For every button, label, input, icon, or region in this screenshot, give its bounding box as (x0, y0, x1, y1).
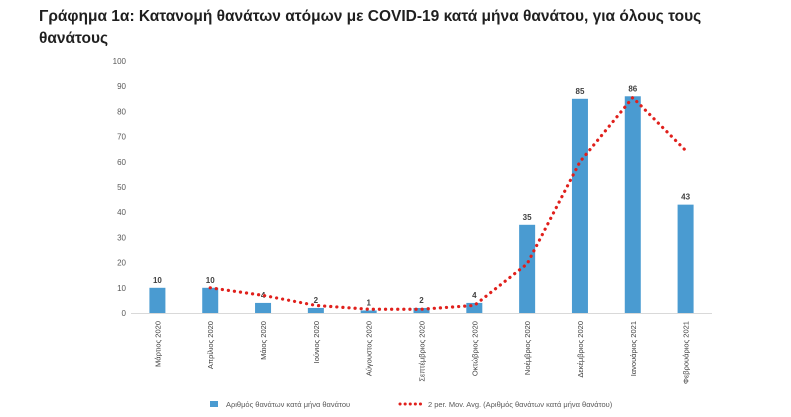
bar (307, 307, 324, 313)
data-label: 2 (314, 296, 319, 305)
x-tick-label: Σεπτέμβριος 2020 (418, 321, 427, 382)
data-label: 43 (681, 193, 690, 202)
y-tick-label: 40 (117, 208, 126, 217)
x-axis: Μάρτιος 2020 Απρίλιος 2020 Μάιος 2020 Ιούνι… (153, 321, 690, 384)
y-axis: 0 10 20 30 40 50 60 70 80 90 100 (113, 57, 127, 318)
y-tick-label: 10 (117, 284, 126, 293)
moving-average-line (208, 95, 688, 311)
y-tick-label: 30 (117, 233, 126, 242)
bar (571, 98, 588, 313)
y-tick-label: 50 (117, 183, 126, 192)
x-tick-label: Οκτώβριος 2020 (470, 321, 479, 376)
y-tick-label: 0 (122, 309, 127, 318)
data-label: 10 (153, 276, 162, 285)
legend-bar-swatch (210, 401, 218, 407)
legend: Αριθμός θανάτων κατά μήνα θανάτου 2 per.… (210, 400, 613, 409)
data-label: 4 (472, 291, 477, 300)
y-tick-label: 80 (117, 107, 126, 116)
data-label: 2 (419, 296, 424, 305)
x-tick-label: Αύγουστος 2020 (365, 321, 374, 376)
x-tick-label: Απρίλιος 2020 (206, 321, 215, 369)
x-tick-label: Δεκέμβριος 2020 (576, 321, 585, 378)
x-tick-label: Ιούνιος 2020 (312, 321, 321, 363)
bar-series (149, 96, 694, 313)
bar (624, 96, 641, 313)
bar (202, 287, 219, 313)
bar (149, 287, 166, 313)
legend-line-label: 2 per. Mov. Avg. (Αριθμός θανάτων κατά μ… (428, 400, 613, 409)
data-label: 10 (206, 276, 215, 285)
y-tick-label: 70 (117, 133, 126, 142)
y-tick-label: 20 (117, 259, 126, 268)
data-label: 1 (366, 298, 371, 307)
x-tick-label: Μάιος 2020 (259, 321, 268, 360)
x-tick-label: Μάρτιος 2020 (153, 321, 162, 367)
y-tick-label: 90 (117, 82, 126, 91)
data-label: 35 (523, 213, 532, 222)
bar (677, 204, 694, 313)
x-tick-label: Φεβρουάριος 2021 (682, 321, 691, 384)
y-tick-label: 60 (117, 158, 126, 167)
legend-bar-label: Αριθμός θανάτων κατά μήνα θανάτου (226, 400, 350, 409)
data-label: 85 (576, 87, 585, 96)
bar (519, 224, 536, 313)
x-tick-label: Ιανουάριος 2021 (629, 321, 638, 376)
bar (360, 310, 377, 313)
data-label: 86 (628, 84, 637, 93)
x-tick-label: Νοέμβριος 2020 (523, 321, 532, 375)
bar (255, 302, 272, 313)
bar (466, 302, 483, 313)
y-tick-label: 100 (113, 57, 127, 66)
chart-title: Γράφημα 1α: Κατανομή θανάτων ατόμων με C… (39, 8, 702, 47)
